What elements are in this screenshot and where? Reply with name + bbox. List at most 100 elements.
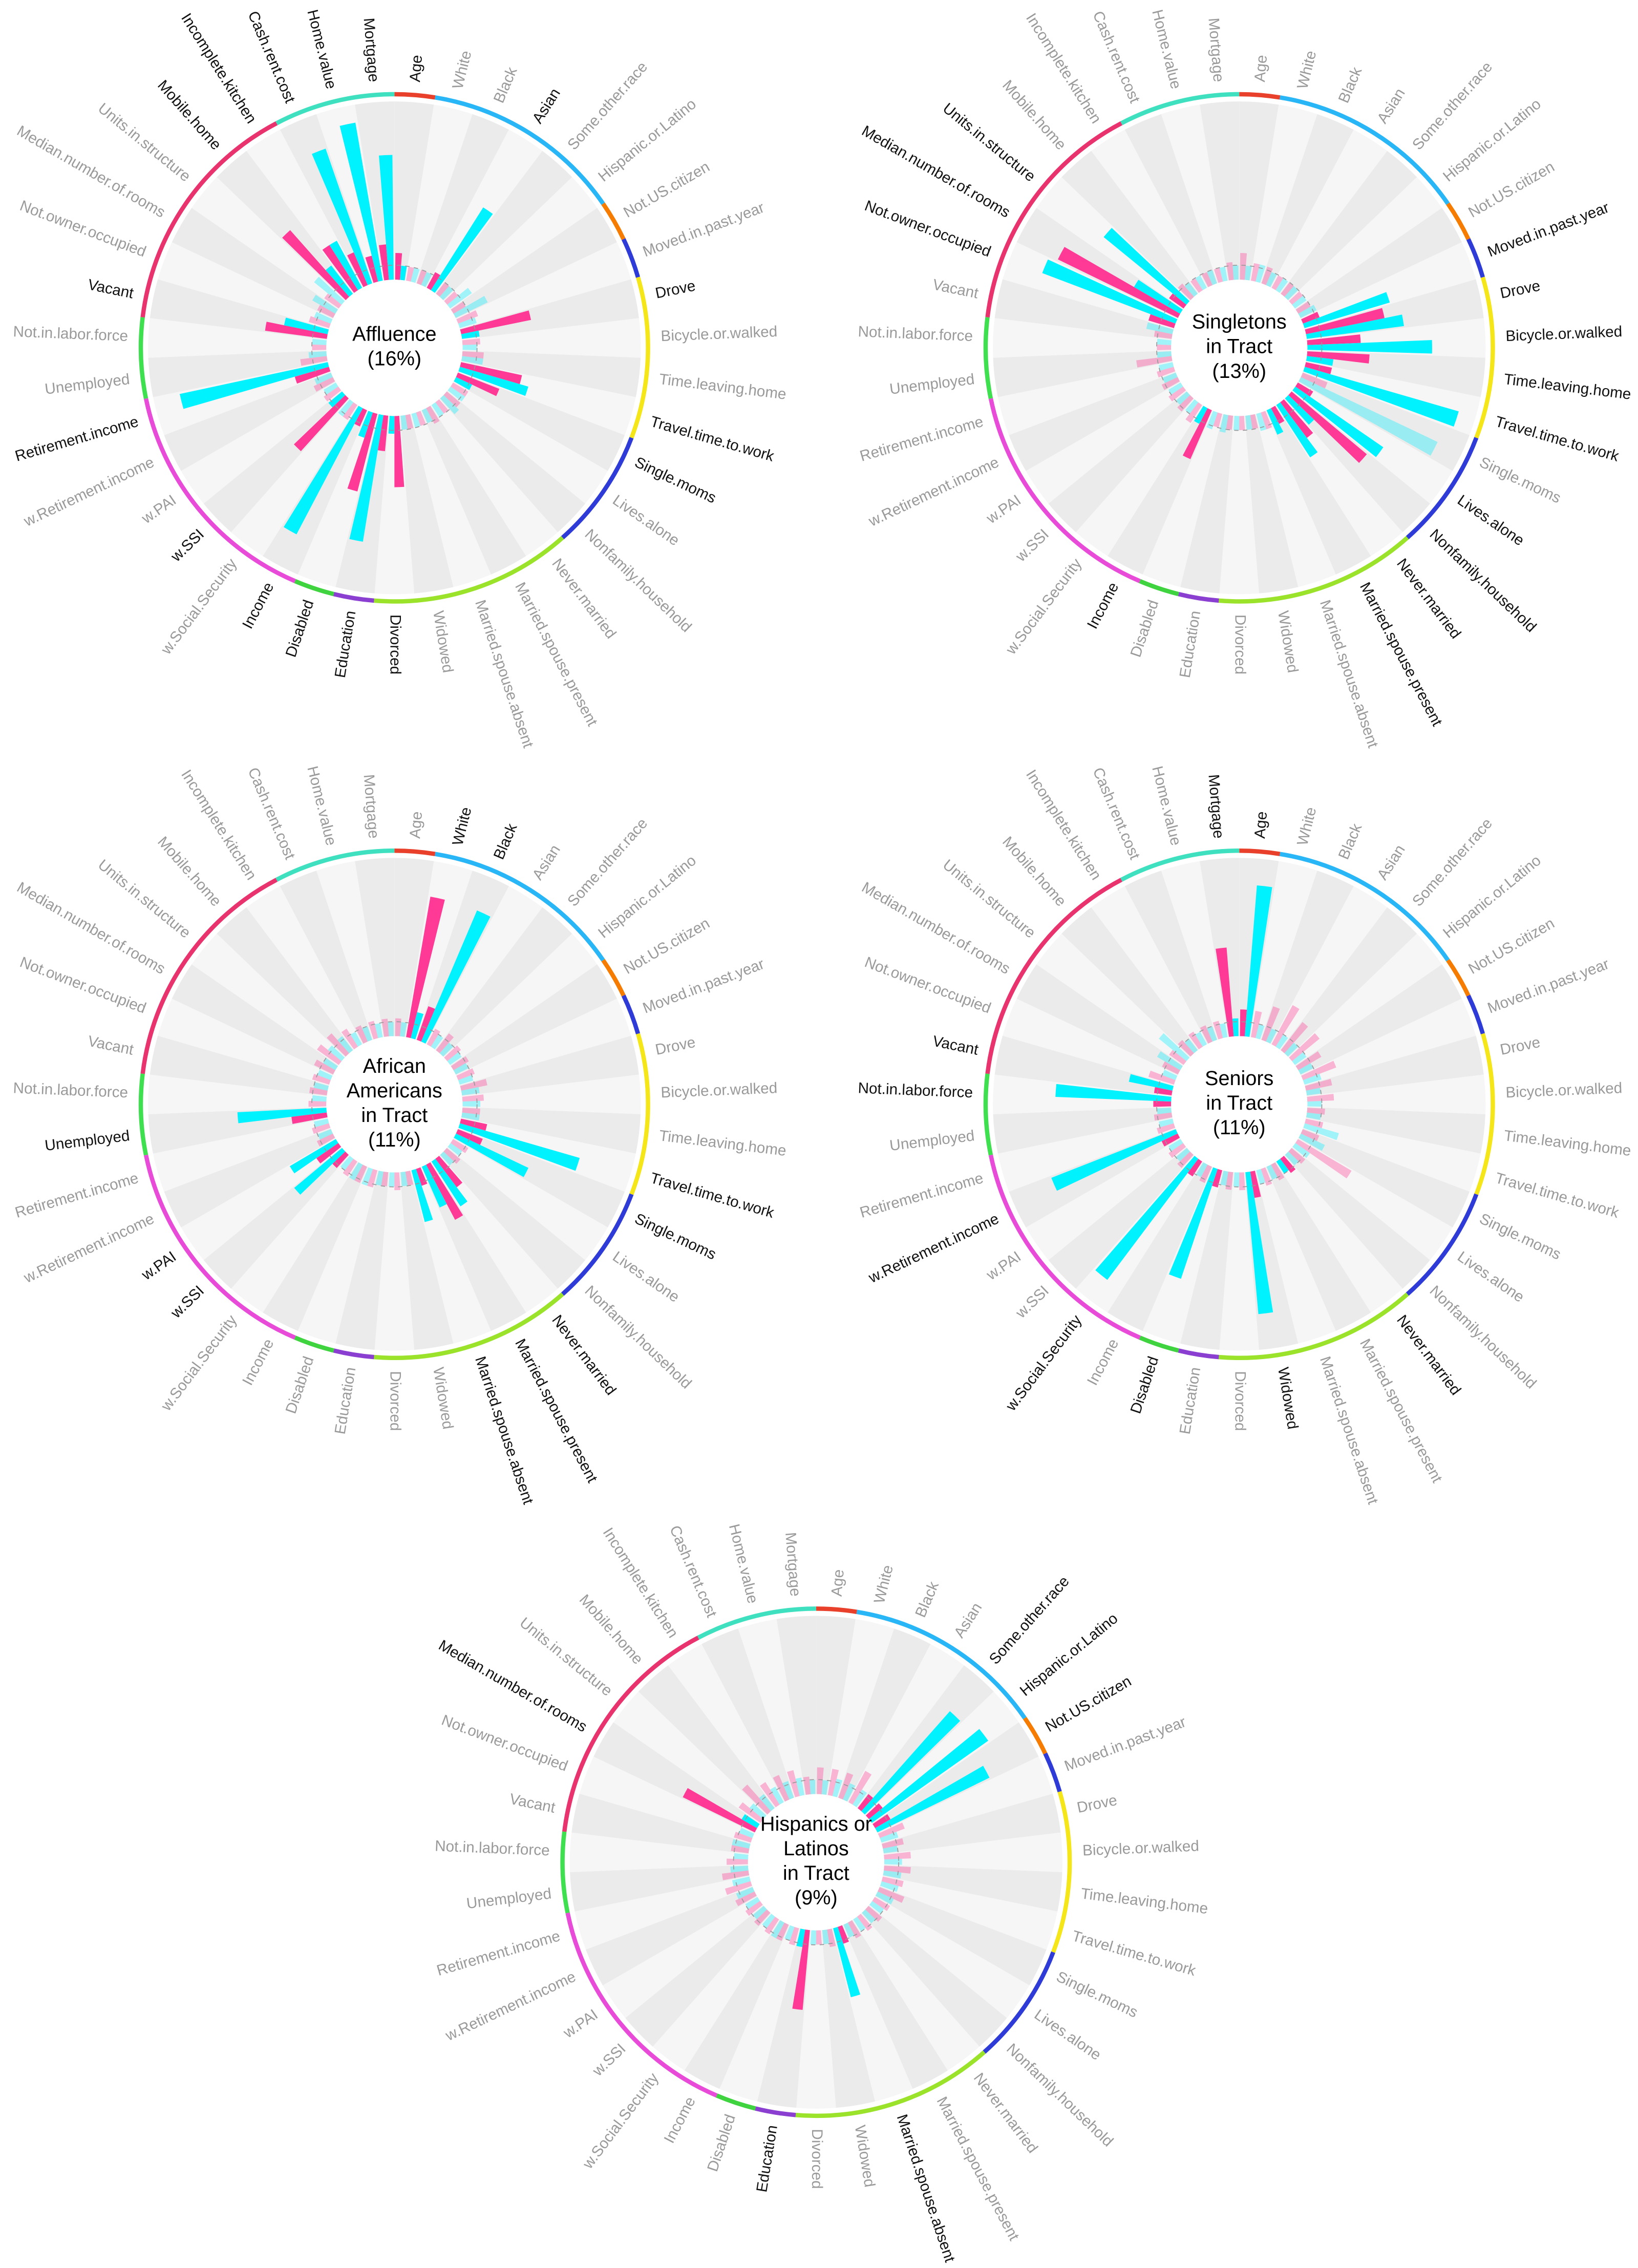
bar — [1168, 1139, 1183, 1151]
category-label: Disabled — [1127, 1354, 1162, 1416]
bar — [1194, 406, 1208, 424]
background-sector — [217, 907, 354, 1057]
bar — [1168, 1167, 1218, 1279]
background-sector — [447, 1138, 608, 1260]
background-sector — [638, 1665, 775, 1815]
category-label: Education — [753, 2124, 781, 2194]
category-label: Black — [491, 65, 521, 105]
bar — [454, 377, 472, 390]
bar — [462, 338, 480, 345]
bar — [1233, 415, 1240, 431]
category-label: Vacant — [931, 276, 981, 302]
bar — [400, 415, 408, 430]
bar — [1207, 1026, 1217, 1042]
chart-title: in Tract — [783, 1862, 849, 1884]
category-label: Age — [1251, 811, 1270, 839]
bar — [795, 1777, 805, 1796]
bar — [365, 256, 378, 283]
category-label: Education — [332, 1366, 359, 1436]
background-sector — [1108, 405, 1213, 575]
bar — [439, 1043, 454, 1057]
bar — [1275, 278, 1288, 293]
category-label: Not.owner.occupied — [17, 953, 148, 1016]
category-label: Moved.in.past.year — [641, 199, 767, 261]
bar — [308, 316, 331, 328]
category-label: Education — [332, 609, 359, 679]
category-label: Home.value — [1148, 8, 1184, 91]
bar — [789, 1926, 799, 1946]
category-label: Age — [407, 54, 426, 82]
category-label: Travel.time.to.work — [1493, 1170, 1621, 1221]
category-label: Moved.in.past.year — [641, 956, 767, 1017]
bar — [314, 1059, 336, 1075]
bar — [431, 1158, 467, 1206]
category-label: Home.value — [304, 8, 339, 91]
bar — [1148, 1070, 1176, 1085]
bar — [1188, 1031, 1203, 1050]
bar — [1250, 1170, 1261, 1198]
background-sector — [880, 1876, 1058, 1950]
bar — [1168, 386, 1186, 401]
bar — [350, 1031, 363, 1047]
category-label: Married.spouse.absent — [472, 598, 537, 750]
bar — [771, 1920, 785, 1939]
category-label: Vacant — [87, 1032, 136, 1058]
background-sector — [1091, 886, 1208, 1050]
background-sector — [1048, 1147, 1195, 1289]
bar — [1266, 1164, 1278, 1180]
bar — [1220, 1170, 1228, 1186]
bar — [865, 1803, 883, 1819]
bar — [1271, 275, 1284, 290]
bar — [421, 272, 432, 287]
group-ring — [138, 317, 148, 399]
background-sector — [1288, 177, 1442, 309]
bar — [736, 1887, 755, 1899]
background-sector — [461, 350, 641, 397]
category-label: w.SSI — [167, 1282, 207, 1322]
bar — [821, 1780, 828, 1795]
group-ring — [1139, 579, 1179, 597]
bar — [1157, 1123, 1176, 1134]
bar — [421, 1164, 447, 1207]
bar — [1240, 252, 1247, 280]
bar — [730, 1866, 749, 1873]
bar — [427, 272, 440, 290]
background-sector — [450, 964, 617, 1075]
chart-title: Seniors — [1205, 1067, 1273, 1090]
bar — [883, 1870, 902, 1879]
category-label: Bicycle.or.walked — [1082, 1837, 1199, 1859]
category-label: Not.in.labor.force — [13, 1079, 129, 1101]
bar — [394, 415, 405, 487]
bar — [1281, 282, 1294, 297]
category-label: Moved.in.past.year — [1485, 199, 1611, 261]
background-sector — [400, 414, 454, 594]
baseline-circle — [311, 1021, 478, 1188]
bar — [1095, 1155, 1199, 1280]
bar — [1256, 1024, 1265, 1040]
bar — [324, 386, 342, 401]
category-label: Travel.time.to.work — [1493, 413, 1621, 465]
category-label: Not.US.citizen — [1465, 915, 1557, 978]
bar — [1055, 1084, 1172, 1102]
group-ring — [1219, 1292, 1409, 1360]
background-sector — [374, 1172, 415, 1351]
bar — [317, 305, 336, 318]
bar — [868, 1729, 989, 1823]
bar — [1212, 1021, 1223, 1040]
bar — [760, 1782, 780, 1808]
bar — [265, 322, 328, 339]
category-label: Divorced — [387, 1371, 403, 1431]
category-label: Vacant — [931, 1032, 981, 1058]
bar — [816, 1930, 822, 1945]
bar — [847, 1920, 862, 1939]
category-label: Not.owner.occupied — [862, 197, 993, 260]
category-label: Never.married — [548, 556, 619, 642]
bar — [314, 372, 333, 385]
bar — [810, 1930, 816, 1945]
bar — [1157, 351, 1172, 358]
bar — [1304, 362, 1332, 374]
center-circle — [748, 1794, 884, 1931]
category-label: Travel.time.to.work — [648, 413, 776, 465]
bar — [1284, 286, 1299, 301]
background-sector — [450, 207, 617, 319]
